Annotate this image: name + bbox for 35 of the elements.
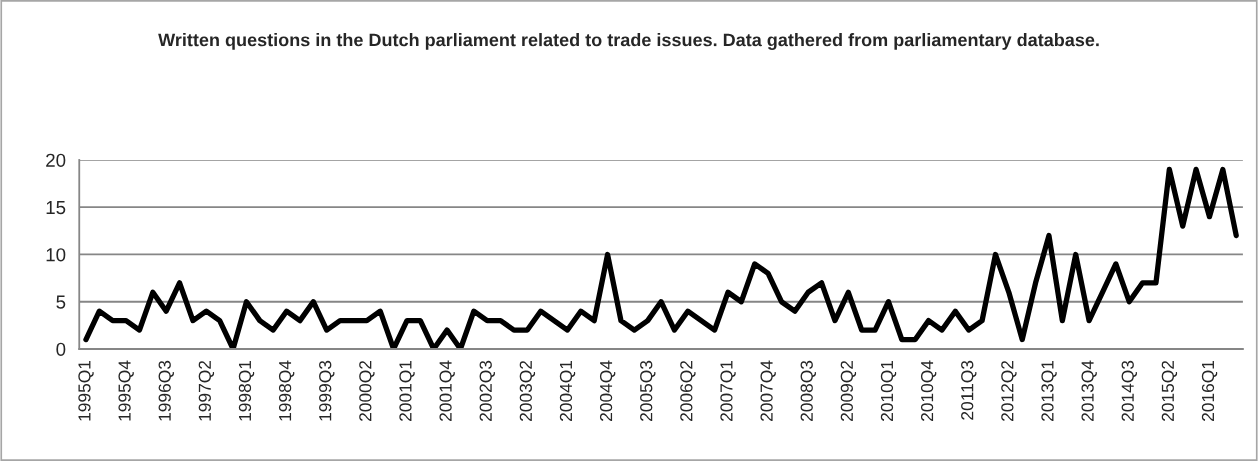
y-tick-label: 20 <box>46 153 66 167</box>
x-tick-label: 2003Q2 <box>519 360 536 421</box>
x-tick-label: 2004Q4 <box>599 360 616 421</box>
x-tick-label: 2008Q3 <box>800 360 816 421</box>
x-tick-label: 2002Q3 <box>479 360 495 421</box>
y-tick-label: 0 <box>56 342 66 356</box>
x-tick-label: 2005Q3 <box>640 360 656 421</box>
y-tick-label: 10 <box>46 248 66 262</box>
x-tick-label: 1995Q1 <box>78 360 94 421</box>
x-tick-label: 2015Q2 <box>1161 360 1178 421</box>
x-tick-label: 2001Q1 <box>399 360 415 421</box>
x-tick-label: 2006Q2 <box>680 360 696 421</box>
x-tick-label: 2001Q4 <box>439 360 455 421</box>
x-tick-label: 2007Q4 <box>760 360 776 421</box>
x-tick-label: 1995Q4 <box>118 360 134 421</box>
x-tick-label: 2010Q1 <box>880 360 897 421</box>
x-tick-label: 2000Q2 <box>359 360 375 421</box>
x-tick-label: 2004Q1 <box>559 360 576 421</box>
x-tick-label: 2012Q2 <box>1001 360 1017 421</box>
y-tick-label: 15 <box>46 201 66 215</box>
chart-title: Written questions in the Dutch parliament related to trade issues. Data gathered from parliamentary database. <box>158 33 1099 50</box>
x-tick-label: 2016Q1 <box>1201 360 1218 421</box>
x-tick-label: 1999Q3 <box>319 360 335 421</box>
x-tick-label: 1998Q1 <box>238 360 255 421</box>
x-tick-label: 2007Q1 <box>720 360 736 421</box>
x-tick-label: 2010Q4 <box>920 360 937 421</box>
x-tick-label: 1997Q2 <box>198 360 215 421</box>
y-tick-label: 5 <box>56 295 66 309</box>
x-tick-label: 2009Q2 <box>840 360 857 421</box>
x-tick-label: 2013Q4 <box>1081 360 1097 421</box>
x-tick-label: 1996Q3 <box>158 360 174 421</box>
x-tick-label: 2014Q3 <box>1121 360 1137 421</box>
x-tick-label: 1998Q4 <box>278 360 295 421</box>
x-tick-label: 2011Q3 <box>961 360 977 420</box>
x-tick-label: 2013Q1 <box>1041 360 1057 421</box>
